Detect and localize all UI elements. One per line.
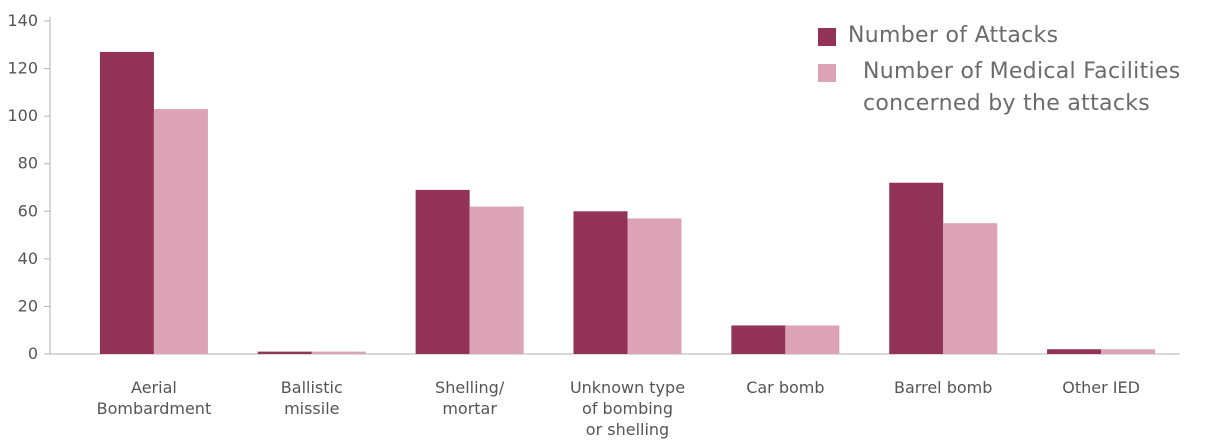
bars [99, 51, 1156, 355]
x-tick-label: Aerial [131, 378, 177, 397]
x-tick-label: Shelling/ [435, 378, 505, 397]
x-tick-label: or shelling [586, 420, 669, 439]
y-tick-label: 120 [7, 59, 38, 78]
legend: Number of Attacks Number of Medical Faci… [818, 20, 1181, 120]
bar-medical-facilities [1101, 349, 1156, 354]
y-tick-label: 60 [18, 201, 38, 220]
y-axis: 0 20 40 60 80 100 120 140 [7, 11, 51, 363]
bar-attacks [415, 189, 470, 354]
bar-attacks [1047, 349, 1102, 354]
category-labels: Aerial Bombardment Ballistic missile Shellin… [97, 378, 1140, 439]
bar-medical-facilities [153, 109, 208, 354]
bar-attacks [99, 51, 154, 355]
x-tick-label: Barrel bomb [894, 378, 992, 397]
legend-item-medical-facilities: Number of Medical Facilities concerned b… [818, 56, 1181, 120]
x-tick-label: mortar [442, 399, 497, 418]
bar-medical-facilities [627, 218, 682, 354]
x-tick-label: of bombing [582, 399, 673, 418]
legend-label-medical-facilities-line1: Number of Medical Facilities [863, 59, 1181, 84]
x-tick-label: Other IED [1062, 378, 1140, 397]
bar-attacks [731, 325, 786, 354]
legend-label-medical-facilities-line2: concerned by the attacks [863, 91, 1151, 116]
bar-attacks [889, 182, 944, 354]
legend-swatch-attacks [818, 28, 836, 46]
y-tick-label: 0 [28, 344, 38, 363]
legend-label-attacks: Number of Attacks [848, 23, 1059, 48]
x-tick-label: Ballistic [281, 378, 343, 397]
x-tick-label: Car bomb [746, 378, 824, 397]
x-tick-label: missile [284, 399, 339, 418]
bar-attacks [573, 211, 628, 354]
legend-swatch-medical-facilities [818, 64, 836, 82]
legend-item-attacks: Number of Attacks [818, 20, 1181, 52]
x-tick-label: Unknown type [570, 378, 685, 397]
y-tick-label: 140 [7, 11, 38, 30]
bar-medical-facilities [785, 325, 840, 354]
bar-medical-facilities [469, 206, 524, 354]
bar-attacks [257, 351, 312, 354]
bar-medical-facilities [943, 223, 998, 354]
y-tick-label: 80 [18, 154, 38, 173]
y-tick-label: 20 [18, 296, 38, 315]
x-tick-label: Bombardment [97, 399, 212, 418]
bar-medical-facilities [311, 351, 366, 354]
y-tick-label: 40 [18, 249, 38, 268]
y-tick-label: 100 [7, 106, 38, 125]
